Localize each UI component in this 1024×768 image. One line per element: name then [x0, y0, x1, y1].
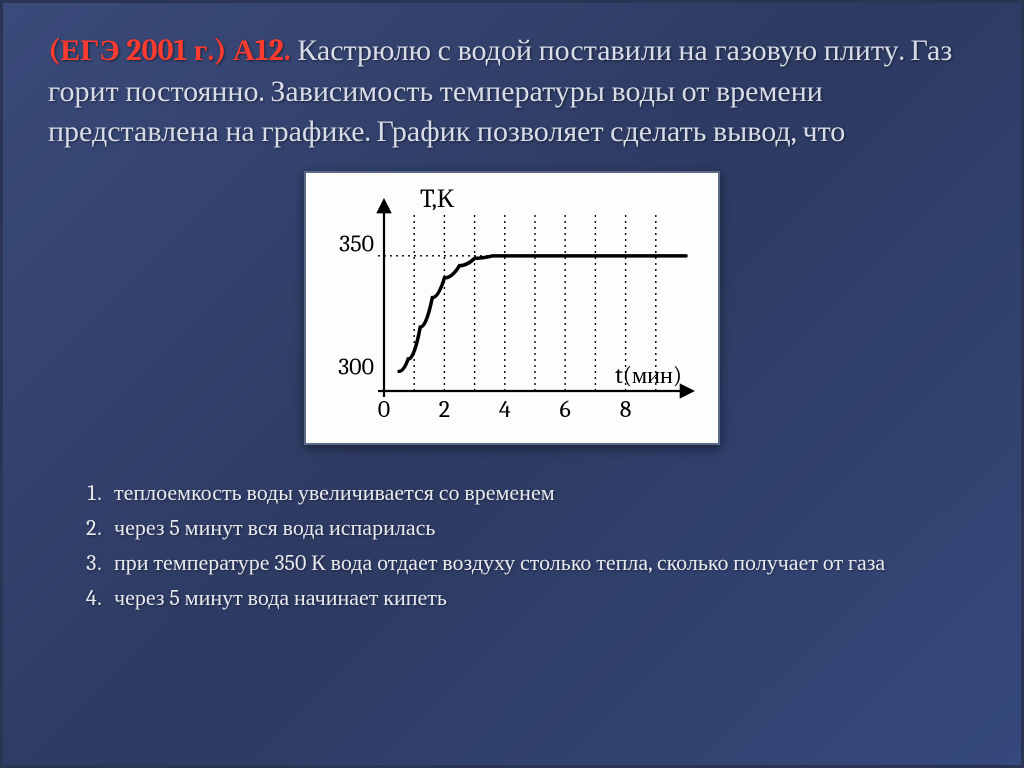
answer-list: теплоемкость воды увеличивается со време…	[48, 477, 976, 615]
answer-option-4: через 5 минут вода начинает кипеть	[106, 582, 976, 615]
svg-text:8: 8	[620, 395, 632, 423]
answer-option-3: при температуре 350 К вода отдает воздух…	[106, 547, 976, 580]
temperature-chart: 300 350 T,К 0 2 4 6 8 t(мин)	[320, 185, 700, 425]
svg-text:350: 350	[339, 229, 374, 257]
answer-option-2: через 5 минут вся вода испарилась	[106, 512, 976, 545]
svg-text:0: 0	[378, 395, 390, 423]
svg-text:2: 2	[439, 395, 450, 423]
answer-option-1: теплоемкость воды увеличивается со време…	[106, 477, 976, 510]
svg-text:T,К: T,К	[420, 185, 455, 214]
svg-text:4: 4	[499, 395, 511, 423]
svg-text:300: 300	[338, 352, 374, 380]
svg-text:t(мин): t(мин)	[615, 361, 682, 389]
question-text: (ЕГЭ 2001 г.) А12. Кастрюлю с водой пост…	[48, 31, 976, 153]
chart-container: 300 350 T,К 0 2 4 6 8 t(мин)	[304, 171, 720, 445]
svg-text:6: 6	[560, 395, 571, 423]
question-prefix: (ЕГЭ 2001 г.) А12.	[48, 33, 291, 68]
